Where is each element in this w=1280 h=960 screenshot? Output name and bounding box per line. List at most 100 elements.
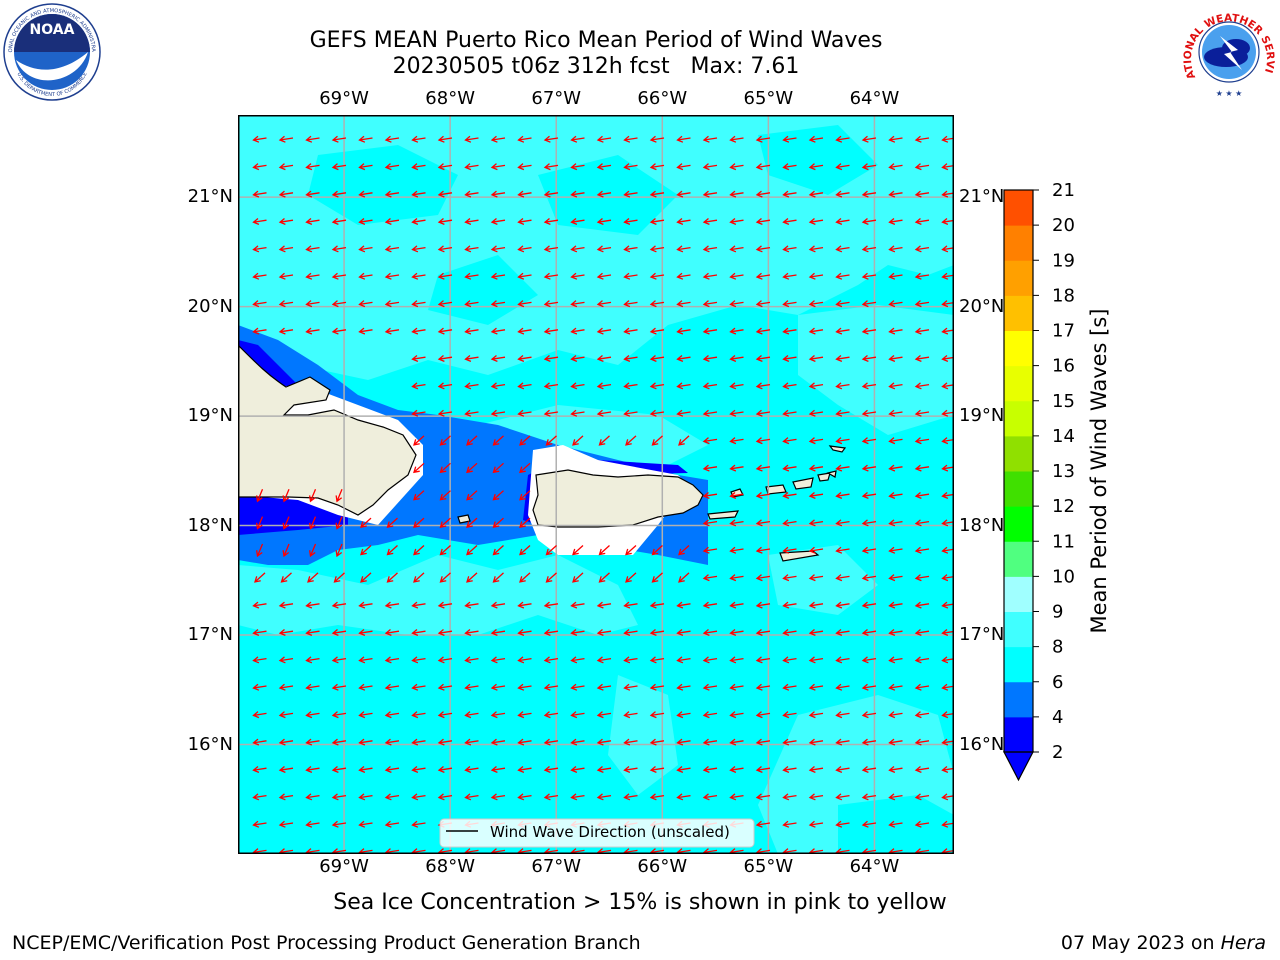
- wave-arrow: [888, 327, 903, 335]
- wave-arrow: [278, 135, 294, 143]
- wave-arrow: [570, 711, 585, 719]
- wave-arrow: [384, 190, 400, 198]
- wave-arrow: [729, 135, 744, 143]
- wave-arrow: [702, 409, 718, 417]
- wave-arrow: [384, 601, 400, 609]
- wave-arrow: [914, 574, 930, 582]
- wave-arrow: [729, 491, 744, 500]
- wave-arrow: [782, 793, 797, 801]
- wave-arrow: [861, 135, 877, 143]
- wave-arrow: [439, 490, 451, 501]
- wave-arrow: [517, 272, 532, 280]
- wave-arrow: [808, 272, 824, 280]
- wave-arrow: [490, 683, 506, 691]
- noaa-logo: NATIONAL OCEANIC AND ATMOSPHERIC ADMINIS…: [0, 0, 101, 101]
- wave-arrow: [888, 793, 903, 801]
- wave-arrow: [596, 711, 612, 719]
- wave-arrow: [358, 300, 373, 308]
- wave-arrow: [384, 300, 400, 308]
- wave-arrow: [278, 820, 294, 828]
- wave-arrow: [490, 409, 506, 417]
- wave-arrow: [598, 435, 610, 446]
- footer-branch: NCEP/EMC/Verification Post Processing Pr…: [12, 932, 641, 954]
- wave-arrow: [755, 628, 771, 637]
- wave-arrow: [729, 546, 744, 554]
- wave-arrow: [914, 409, 930, 417]
- wave-arrow: [492, 462, 504, 474]
- wave-arrow: [861, 327, 877, 335]
- wave-arrow: [914, 245, 930, 253]
- wave-arrow: [464, 628, 479, 637]
- wave-arrow: [543, 163, 559, 171]
- wave-arrow: [411, 217, 426, 226]
- wave-arrow: [252, 683, 267, 691]
- wave-arrow: [252, 190, 267, 198]
- wave-arrow: [570, 765, 585, 774]
- wave-arrow: [623, 163, 638, 171]
- wave-arrow: [464, 300, 479, 308]
- wave-arrow: [543, 327, 559, 335]
- lat-tick-right: 17°N: [959, 624, 1005, 646]
- wave-arrow: [331, 272, 347, 280]
- wave-arrow: [519, 462, 531, 474]
- wave-arrow: [333, 572, 345, 583]
- wave-arrow: [702, 738, 718, 746]
- wave-arrow: [914, 793, 930, 801]
- wave-arrow: [914, 738, 930, 746]
- wave-arrow: [570, 656, 585, 664]
- wave-arrow: [676, 711, 691, 719]
- wave-arrow: [808, 300, 824, 308]
- wave-arrow: [702, 683, 718, 691]
- wave-arrow: [623, 711, 638, 719]
- wave-arrow: [519, 545, 531, 556]
- wave-arrow: [596, 135, 612, 143]
- wave-arrow: [517, 245, 532, 253]
- map-frame: [238, 115, 954, 854]
- wave-arrow: [702, 765, 718, 774]
- wave-arrow: [517, 628, 532, 637]
- map-panel: Wind Wave Direction (unscaled): [238, 115, 954, 854]
- wave-arrow: [517, 382, 532, 390]
- wave-arrow: [888, 683, 903, 691]
- wave-arrow: [676, 217, 691, 226]
- lat-tick-right: 21°N: [959, 186, 1005, 208]
- colorbar-segment: [1004, 611, 1033, 648]
- lat-tick-right: 18°N: [959, 514, 1005, 536]
- wave-arrow: [835, 711, 850, 719]
- wave-arrow: [543, 793, 559, 801]
- wave-arrow: [755, 711, 771, 719]
- wave-arrow: [464, 163, 479, 171]
- wave-arrow: [649, 163, 665, 171]
- colorbar-tick-label: 12: [1052, 496, 1075, 517]
- colorbar-tick-label: 20: [1052, 215, 1075, 236]
- wave-arrow: [729, 300, 744, 308]
- wave-arrow: [437, 354, 453, 363]
- wave-arrow: [888, 190, 903, 198]
- wave-arrow: [517, 300, 532, 308]
- wave-arrow: [914, 656, 930, 664]
- wave-arrow: [331, 190, 347, 198]
- wave-arrow: [570, 601, 585, 609]
- wave-arrow: [782, 245, 797, 253]
- wave-arrow: [888, 574, 903, 582]
- wave-arrow: [386, 572, 398, 583]
- wave-arrow: [808, 738, 824, 746]
- wave-arrow: [254, 572, 266, 583]
- wave-arrow: [572, 435, 584, 446]
- colorbar-tick-label: 15: [1052, 391, 1075, 412]
- wave-arrow: [755, 382, 771, 390]
- wave-arrow: [914, 300, 930, 308]
- wave-arrow: [411, 135, 426, 143]
- wave-arrow: [861, 601, 877, 609]
- wave-arrow: [888, 300, 903, 308]
- wave-arrow: [702, 519, 718, 527]
- wave-arrow: [413, 435, 425, 446]
- wave-arrow: [331, 711, 347, 719]
- wave-arrow: [282, 543, 290, 558]
- wave-arrow: [861, 464, 877, 472]
- wave-arrow: [888, 409, 903, 417]
- lat-tick-right: 16°N: [959, 733, 1005, 755]
- wave-arrow: [411, 765, 426, 774]
- wave-arrow: [331, 765, 347, 774]
